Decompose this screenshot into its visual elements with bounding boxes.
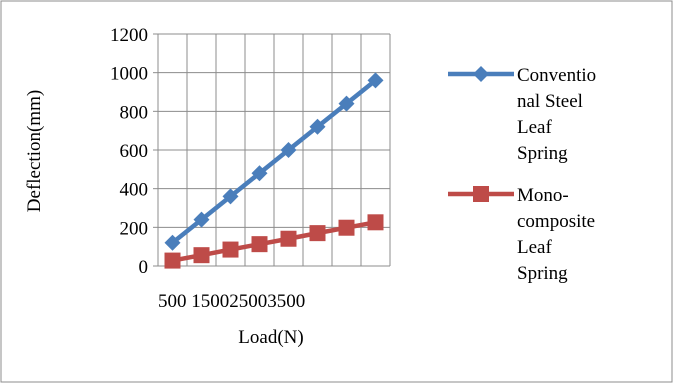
legend-label-line: Spring (517, 143, 568, 164)
y-tick-label: 600 (120, 141, 149, 162)
series-2 (164, 214, 384, 269)
data-point (193, 247, 210, 264)
data-point (338, 95, 355, 112)
legend-label-line: Leaf (517, 237, 552, 258)
y-tick-label: 1000 (110, 64, 148, 85)
y-tick-label: 1200 (110, 25, 148, 46)
data-point (309, 118, 326, 135)
legend-label-line: Leaf (517, 117, 552, 138)
data-point (251, 165, 268, 182)
data-point (251, 236, 268, 253)
data-point (367, 214, 384, 231)
legend-entry-1: Conventio nal Steel Leaf Spring (448, 65, 596, 164)
legend-marker (473, 186, 489, 202)
y-tick-label: 800 (120, 102, 149, 123)
data-point (222, 241, 239, 258)
legend-label-line: Spring (517, 263, 568, 284)
legend-label-line: Mono- (517, 185, 569, 206)
series-line (171, 78, 377, 245)
legend-label-line: nal Steel (517, 91, 583, 112)
grid-lines (157, 33, 391, 267)
y-tick-labels: 0 200 400 600 800 1000 1200 (110, 25, 158, 278)
data-point (309, 225, 326, 242)
legend-label-line: Conventio (517, 65, 596, 86)
legend-marker (473, 66, 489, 82)
y-tick-label: 0 (139, 257, 149, 278)
series-1 (164, 72, 384, 251)
data-point (280, 142, 297, 158)
y-tick-label: 200 (120, 218, 149, 239)
y-tick-label: 400 (120, 180, 149, 201)
data-point (193, 211, 210, 228)
data-point (164, 234, 181, 251)
data-point (280, 230, 297, 247)
legend-entry-2: Mono-composite Leaf Spring (448, 185, 595, 284)
data-point (338, 219, 355, 236)
x-tick-labels: 500 150025003500 (158, 291, 305, 312)
y-axis-title: Deflection(mm) (24, 90, 45, 212)
series-layer (164, 72, 384, 269)
data-point (367, 72, 384, 89)
data-point (164, 252, 181, 269)
data-point (222, 188, 239, 205)
legend-label-line: composite (517, 211, 595, 232)
x-axis-title: Load(N) (238, 327, 303, 348)
